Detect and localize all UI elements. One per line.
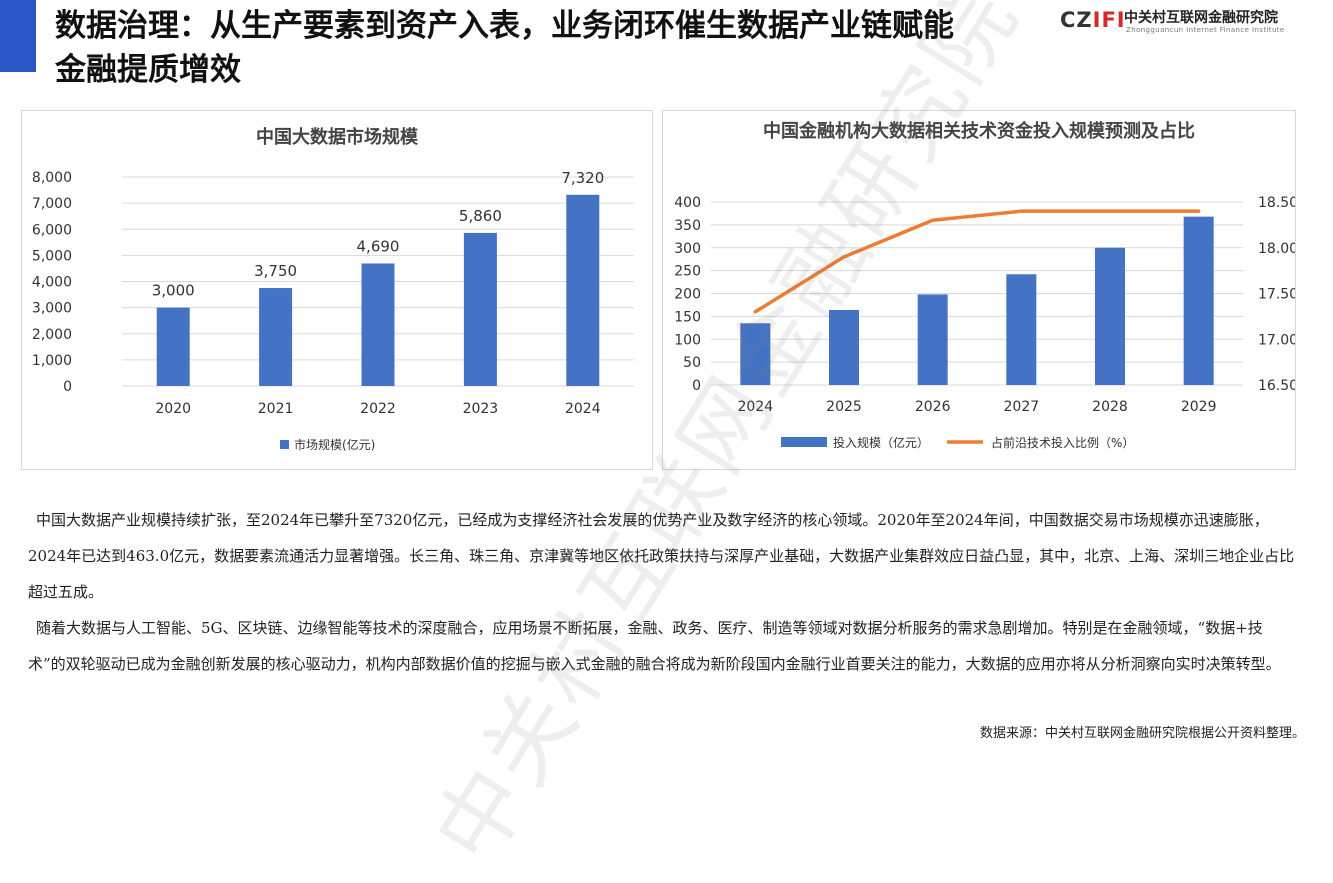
- y-tick-label: 5,000: [32, 248, 72, 264]
- logo-subtitle: Zhongguancun Internet Finance Institute: [1126, 26, 1285, 34]
- y-right-tick-label: 17.00%: [1258, 332, 1295, 348]
- x-tick-label: 2029: [1181, 399, 1217, 415]
- x-tick-label: 2028: [1092, 399, 1128, 415]
- legend-swatch-bar: [781, 437, 827, 447]
- paragraph-2: 随着大数据与人工智能、5G、区块链、边缘智能等技术的深度融合，应用场景不断拓展，…: [28, 619, 1281, 673]
- x-tick-label: 2022: [360, 401, 396, 417]
- y-tick-label: 0: [63, 379, 72, 395]
- y-right-tick-label: 16.50%: [1258, 378, 1295, 394]
- y-tick-label: 4,000: [32, 275, 72, 291]
- y-left-tick-label: 350: [674, 218, 701, 234]
- investment-forecast-chart: 中国金融机构大数据相关技术资金投入规模预测及占比 0 50 100 150 200 250 3…: [662, 110, 1296, 470]
- data-label: 3,750: [254, 262, 297, 280]
- x-tick-label: 2025: [826, 399, 862, 415]
- body-text: 中国大数据产业规模持续扩张，至2024年已攀升至7320亿元，已经成为支撑经济社…: [28, 502, 1298, 682]
- y-right-tick-label: 18.50%: [1258, 195, 1295, 211]
- data-label: 3,000: [152, 282, 195, 300]
- y-left-tick-label: 300: [674, 241, 701, 257]
- paragraph-1: 中国大数据产业规模持续扩张，至2024年已攀升至7320亿元，已经成为支撑经济社…: [28, 511, 1295, 601]
- market-size-chart: 中国大数据市场规模 0 1,000 2,000 3,000 4,000 5,000 6,000…: [21, 110, 653, 470]
- y-tick-label: 6,000: [32, 222, 72, 238]
- market-size-chart-svg: 中国大数据市场规模 0 1,000 2,000 3,000 4,000 5,000 6,000…: [32, 126, 634, 452]
- y-tick-label: 7,000: [32, 196, 72, 212]
- bar: [156, 307, 190, 386]
- investment-forecast-chart-svg: 中国金融机构大数据相关技术资金投入规模预测及占比 0 50 100 150 200 250 3…: [674, 120, 1295, 450]
- y-right-tick-label: 18.00%: [1258, 241, 1295, 257]
- bar: [829, 309, 859, 385]
- logo-name: 中关村互联网金融研究院: [1124, 10, 1278, 26]
- bar: [361, 263, 395, 386]
- source-note: 数据来源：中关村互联网金融研究院根据公开资料整理。: [979, 726, 1305, 741]
- y-tick-label: 2,000: [32, 327, 72, 343]
- logo-mark: CZIFI: [1060, 8, 1126, 32]
- y-left-tick-label: 250: [674, 264, 701, 280]
- y-left-tick-label: 100: [674, 332, 701, 348]
- y-tick-label: 3,000: [32, 301, 72, 317]
- page-title: 数据治理：从生产要素到资产入表，业务闭环催生数据产业链赋能金融提质增效: [55, 8, 954, 88]
- bar: [463, 232, 497, 386]
- y-left-tick-label: 200: [674, 287, 701, 303]
- legend-label-bar: 投入规模（亿元）: [833, 435, 929, 450]
- logo: CZIFI 中关村互联网金融研究院 Zhongguancun Internet …: [1060, 6, 1330, 42]
- bar: [740, 323, 771, 385]
- x-tick-label: 2023: [463, 401, 499, 417]
- bar: [1183, 216, 1214, 385]
- chart-title-line-1: 中国金融机构大数据相关技术资金投入规模预测及占比: [763, 120, 1195, 142]
- y-left-tick-label: 0: [692, 378, 701, 394]
- y-tick-label: 8,000: [32, 170, 72, 186]
- chart-title: 中国大数据市场规模: [256, 126, 419, 148]
- y-right-tick-label: 17.50%: [1258, 287, 1295, 303]
- y-left-tick-label: 150: [674, 309, 701, 325]
- y-left-tick-label: 400: [674, 195, 701, 211]
- bar: [917, 294, 948, 385]
- legend-swatch: [280, 440, 289, 449]
- x-tick-label: 2020: [155, 401, 191, 417]
- x-tick-label: 2027: [1004, 399, 1040, 415]
- bar: [1006, 274, 1037, 385]
- x-tick-label: 2024: [738, 399, 774, 415]
- x-tick-label: 2026: [915, 399, 951, 415]
- legend-label: 市场规模(亿元): [294, 437, 375, 452]
- y-left-tick-label: 50: [683, 355, 701, 371]
- data-label: 7,320: [561, 169, 604, 187]
- x-tick-label: 2021: [258, 401, 294, 417]
- y-tick-label: 1,000: [32, 353, 72, 369]
- data-label: 4,690: [357, 237, 400, 255]
- data-label: 5,860: [459, 207, 502, 225]
- bar: [1095, 247, 1125, 385]
- bar: [566, 194, 600, 386]
- x-tick-label: 2024: [565, 401, 601, 417]
- legend-label-line: 占前沿技术投入比例（%）: [991, 435, 1134, 450]
- title-accent-bar: [0, 0, 36, 72]
- bar: [259, 288, 293, 386]
- series-line: [753, 209, 1201, 314]
